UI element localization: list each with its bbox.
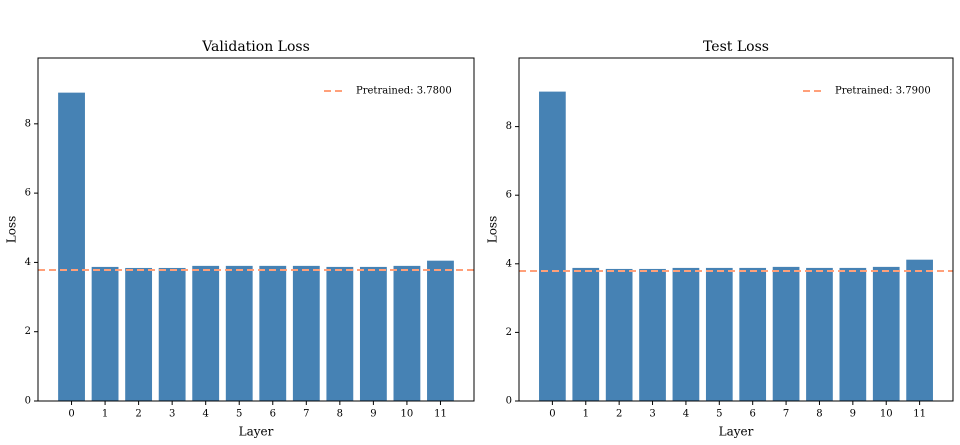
- bar: [705, 267, 733, 401]
- bar: [58, 92, 85, 402]
- x-tick-label: 9: [850, 409, 856, 420]
- x-tick-label: 8: [337, 409, 343, 420]
- axes-frame: [37, 57, 475, 402]
- x-tick-label: 1: [102, 409, 108, 420]
- bar: [806, 267, 833, 401]
- bar: [672, 267, 700, 401]
- bar: [192, 265, 220, 401]
- bar: [572, 267, 600, 401]
- bar: [872, 266, 900, 401]
- x-tick-label: 1: [583, 409, 589, 420]
- x-tick-label: 10: [401, 409, 414, 420]
- y-tick-label: 8: [506, 121, 512, 132]
- bar: [158, 267, 186, 401]
- x-tick-label: 2: [616, 409, 622, 420]
- x-axis-label: Layer: [239, 425, 274, 439]
- x-tick-label: 11: [913, 409, 926, 420]
- y-tick-label: 2: [506, 327, 512, 338]
- bar: [427, 260, 454, 401]
- x-tick-label: 2: [135, 409, 141, 420]
- bar: [772, 266, 800, 401]
- y-tick-label: 4: [506, 258, 512, 269]
- legend-label: Pretrained: 3.7800: [356, 86, 452, 97]
- chart-title: Validation Loss: [201, 39, 310, 55]
- x-tick-label: 9: [370, 409, 376, 420]
- x-tick-label: 11: [434, 409, 447, 420]
- axes-frame: [518, 57, 954, 402]
- y-tick-label: 2: [25, 326, 31, 337]
- y-axis-label: Loss: [5, 216, 19, 244]
- x-tick-label: 4: [683, 409, 689, 420]
- bar: [326, 266, 354, 401]
- x-tick-label: 7: [783, 409, 789, 420]
- chart-title: Test Loss: [703, 39, 769, 55]
- y-axis-label: Loss: [486, 216, 500, 244]
- x-tick-label: 3: [169, 409, 175, 420]
- x-tick-label: 8: [816, 409, 822, 420]
- bar: [359, 266, 387, 401]
- y-tick-label: 4: [25, 257, 31, 268]
- y-tick-label: 8: [25, 118, 31, 129]
- bar: [393, 265, 421, 401]
- bar: [259, 265, 287, 401]
- bar: [605, 268, 633, 401]
- x-tick-label: 6: [270, 409, 276, 420]
- bar: [539, 91, 566, 401]
- x-tick-label: 5: [716, 409, 722, 420]
- bar: [292, 265, 320, 401]
- y-tick-label: 6: [506, 190, 512, 201]
- x-axis-label: Layer: [719, 425, 754, 439]
- x-tick-label: 0: [68, 409, 74, 420]
- x-tick-label: 0: [549, 409, 555, 420]
- y-tick-label: 0: [506, 396, 512, 407]
- bar: [839, 267, 867, 401]
- x-tick-label: 3: [649, 409, 655, 420]
- x-tick-label: 5: [236, 409, 242, 420]
- y-tick-label: 6: [25, 188, 31, 199]
- bar: [225, 265, 253, 401]
- x-tick-label: 4: [203, 409, 209, 420]
- bar: [906, 259, 933, 401]
- y-tick-label: 0: [25, 396, 31, 407]
- bar: [91, 266, 119, 401]
- bar: [739, 267, 767, 401]
- legend-label: Pretrained: 3.7900: [835, 86, 931, 97]
- bar: [639, 268, 666, 401]
- x-tick-label: 7: [303, 409, 309, 420]
- x-tick-label: 10: [880, 409, 893, 420]
- bar: [125, 267, 153, 401]
- x-tick-label: 6: [750, 409, 756, 420]
